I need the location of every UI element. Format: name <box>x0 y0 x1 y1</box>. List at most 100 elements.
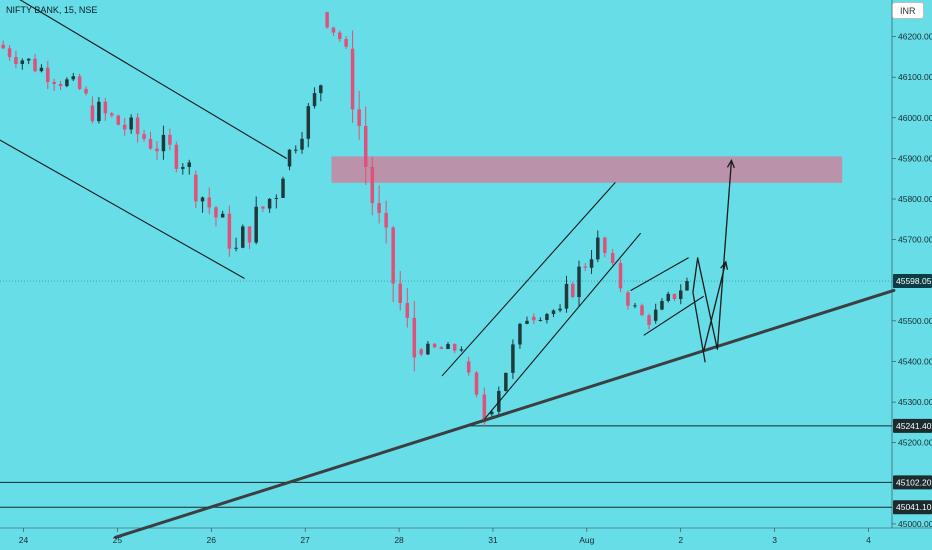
candle-body <box>666 293 670 301</box>
price-tick-label: 46200.00 <box>898 32 932 42</box>
candle-body <box>234 247 238 249</box>
candle-body <box>65 79 69 87</box>
price-tick-label: 45400.00 <box>898 356 932 366</box>
price-tick-label: 45800.00 <box>898 194 932 204</box>
candle-body <box>194 174 198 202</box>
candle-body <box>129 117 133 130</box>
candlesticks <box>1 11 689 427</box>
candle-body <box>227 213 232 249</box>
price-label-box <box>893 475 932 490</box>
price-label-text: 45102.20 <box>896 477 932 487</box>
time-tick-label: 24 <box>19 535 29 545</box>
price-tick-label: 45200.00 <box>898 438 932 448</box>
price-labels: 45598.05 45241.40 45102.20 45041.10 <box>893 274 932 515</box>
flag-line[interactable] <box>643 295 704 336</box>
candle-body <box>274 197 279 199</box>
candle-body <box>161 134 166 152</box>
candle-body <box>633 305 637 307</box>
time-tick-label: 25 <box>113 535 123 545</box>
channel-line-2[interactable] <box>481 232 641 423</box>
candle-body <box>174 144 179 169</box>
candle-body <box>142 134 146 139</box>
candle-body <box>482 394 487 423</box>
candle-body <box>678 290 683 299</box>
channel-line-1[interactable] <box>0 139 245 279</box>
channel-line-1[interactable] <box>0 0 287 159</box>
candle-body <box>312 93 317 107</box>
candle-body <box>618 263 623 289</box>
candle-body <box>300 138 304 150</box>
candle-body <box>446 344 450 349</box>
candle-body <box>46 67 50 82</box>
candle-body <box>187 162 192 168</box>
price-tick-label: 45000.00 <box>898 519 932 529</box>
candle-body <box>1 44 5 49</box>
candle-body <box>653 309 658 321</box>
candle-body <box>90 105 95 122</box>
candle-body <box>181 167 185 169</box>
symbol-title: NIFTY BANK, 15, NSE <box>6 5 98 15</box>
price-tick-label: 45500.00 <box>898 316 932 326</box>
channel-line-2[interactable] <box>441 182 616 377</box>
candle-body <box>350 48 355 110</box>
candle-body <box>412 317 417 358</box>
candle-body <box>525 320 529 324</box>
candle-body <box>610 252 615 264</box>
currency-button[interactable]: INR <box>892 2 924 19</box>
projection-arrow-short[interactable] <box>702 261 727 353</box>
candle-body <box>58 83 63 87</box>
price-label-text: 45598.05 <box>896 276 932 286</box>
candle-body <box>39 67 44 72</box>
candle-body <box>97 101 101 122</box>
candle-body <box>419 349 423 355</box>
candle-body <box>77 76 82 89</box>
candle-body <box>459 349 464 351</box>
candle-body <box>545 314 549 320</box>
candle-body <box>14 57 18 64</box>
price-tick-label: 46100.00 <box>898 72 932 82</box>
candle-body <box>26 58 31 61</box>
candle-body <box>504 372 508 391</box>
candle-body <box>122 124 127 130</box>
candle-body <box>220 213 225 218</box>
time-tick-label: 26 <box>207 535 217 545</box>
candle-body <box>319 85 323 94</box>
candle-body <box>452 344 457 351</box>
candle-body <box>672 293 677 299</box>
candle-body <box>261 206 265 209</box>
time-tick-label: 3 <box>772 535 777 545</box>
candle-body <box>577 266 581 297</box>
candle-body <box>135 117 140 135</box>
candle-body <box>398 283 402 303</box>
time-tick-label: 4 <box>866 535 871 545</box>
candle-body <box>363 125 368 167</box>
price-label-text: 45241.40 <box>896 421 932 431</box>
projection-arrow-up[interactable] <box>692 160 733 363</box>
candle-body <box>589 259 594 268</box>
candle-body <box>338 32 342 40</box>
price-label-box <box>893 274 932 289</box>
support-trendline[interactable] <box>113 288 896 539</box>
price-tick-label: 46000.00 <box>898 113 932 123</box>
candle-body <box>247 226 252 243</box>
projection-arrow-up-arrowhead <box>726 158 735 169</box>
price-label-text: 45041.10 <box>896 502 932 512</box>
candle-body <box>84 88 88 94</box>
candle-body <box>538 319 543 321</box>
candle-body <box>432 343 437 348</box>
candle-body <box>7 48 12 58</box>
candle-body <box>52 81 56 84</box>
projection-arrow-short-arrowhead <box>720 260 729 270</box>
price-label-box <box>893 418 932 433</box>
candle-body <box>466 361 471 373</box>
candle-body <box>200 197 205 202</box>
candle-body <box>370 166 375 204</box>
candle-body <box>474 372 479 395</box>
candle-body <box>532 316 536 321</box>
candle-body <box>281 178 285 198</box>
candle-body <box>384 212 388 228</box>
candle-body <box>168 134 172 145</box>
flag-line[interactable] <box>630 257 689 291</box>
candle-body <box>571 283 575 297</box>
